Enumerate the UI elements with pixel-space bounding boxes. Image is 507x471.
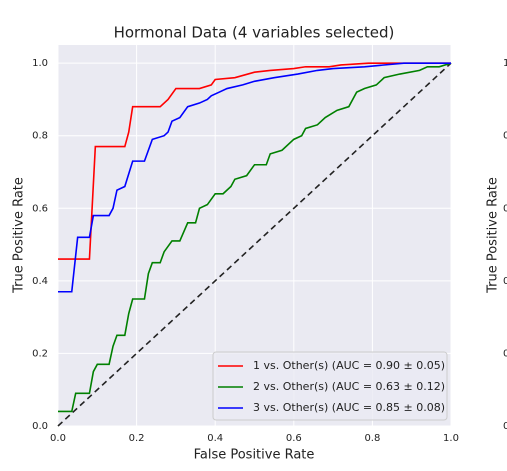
y-tick-label: 0.8 bbox=[32, 131, 48, 142]
reference-line bbox=[57, 62, 452, 427]
y-tick-label: 1.0 bbox=[32, 58, 48, 69]
y-axis-label: True Positive Rate bbox=[486, 177, 501, 294]
x-tick-label: 0.6 bbox=[286, 433, 302, 444]
y-tick-label: 0.4 bbox=[32, 276, 48, 287]
x-tick-label: 0.2 bbox=[129, 433, 145, 444]
legend-label: 1 vs. Other(s) (AUC = 0.90 ± 0.05) bbox=[253, 359, 445, 372]
legend-label: 2 vs. Other(s) (AUC = 0.63 ± 0.12) bbox=[253, 380, 445, 393]
y-tick-label: 0.0 bbox=[503, 421, 507, 432]
y-tick-label: 1.0 bbox=[503, 58, 507, 69]
x-tick-label: 1.0 bbox=[443, 433, 459, 444]
legend-label: 3 vs. Other(s) (AUC = 0.85 ± 0.08) bbox=[253, 401, 445, 414]
y-tick-label: 0.6 bbox=[503, 203, 507, 214]
roc-curve bbox=[58, 62, 451, 293]
x-tick-label: 0.4 bbox=[207, 433, 223, 444]
legend-box bbox=[212, 351, 448, 421]
y-tick-label: 0.8 bbox=[503, 131, 507, 142]
chart-title: Hormonal Data (4 variables selected) bbox=[114, 24, 395, 42]
x-tick-label: 0.0 bbox=[50, 433, 66, 444]
y-tick-label: 0.2 bbox=[503, 348, 507, 359]
x-axis-label: False Positive Rate bbox=[194, 448, 315, 463]
y-tick-label: 0.0 bbox=[32, 421, 48, 432]
y-tick-label: 0.2 bbox=[32, 348, 48, 359]
x-tick-label: 0.8 bbox=[364, 433, 380, 444]
y-tick-label: 0.4 bbox=[503, 276, 507, 287]
roc-curve bbox=[58, 62, 452, 413]
roc-curve bbox=[58, 62, 451, 260]
y-tick-label: 0.6 bbox=[32, 203, 48, 214]
y-axis-label: True Positive Rate bbox=[12, 177, 27, 294]
